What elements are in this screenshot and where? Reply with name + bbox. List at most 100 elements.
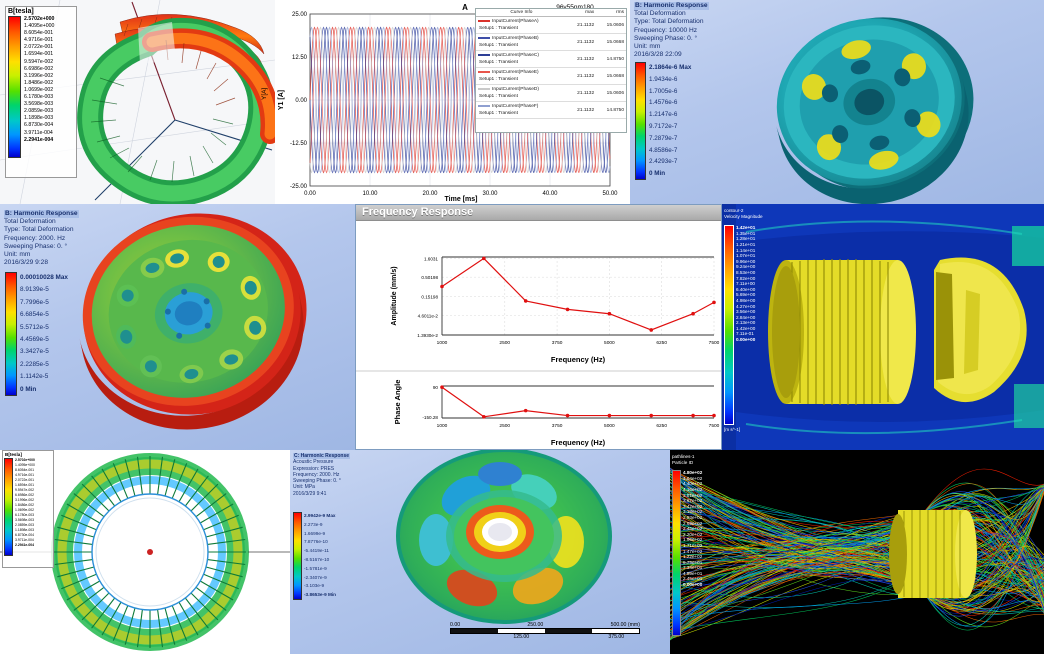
magnetic-3d-value-17: 2.2941e-004 (24, 136, 54, 143)
cfd-velocity-value-0: 1.42e+01 (736, 225, 756, 231)
magnetic-2d-legend-values: 2.5702e+000 1.4095e+000 8.6054e-001 4.9716e… (15, 458, 35, 556)
caption-line: Unit: MPa (293, 484, 315, 491)
phase-curve (441, 386, 714, 418)
transient-plot-legend: Curve Info max rms InputCurrent(PhaseA) Setu… (475, 8, 627, 133)
harmonic-10000-value-2: 1.7005e-6 (649, 87, 678, 95)
legend-rms-value: 14.8750 (596, 50, 626, 68)
harmonic-10000-value-6: 7.2879e-7 (649, 134, 678, 142)
svg-text:6250: 6250 (656, 423, 667, 429)
magnetic-3d-legend-values: 2.5702e+000 1.4095e+000 8.6054e-001 4.9716e… (24, 16, 54, 158)
caption-line: Sweeping Phase: 0. ° (293, 478, 341, 485)
panel-pathlines: pathlines-1 Particle ID 4.80e+02 4.64e+02… (670, 450, 1044, 654)
phase-y-label: Phase Angle (393, 380, 402, 425)
magnetic-2d-value-15: 6.8730e-004 (15, 533, 35, 537)
legend-row: InputCurrent(PhaseE) Setup1 : Transient 21… (476, 67, 626, 85)
pathlines-value-0: 4.80e+02 (683, 470, 703, 476)
cfd-velocity-value-19: 7.11e-01 (736, 331, 754, 337)
panel-magnetic-3d: Y[A] B[tesla] 2.5702e+000 1.4095e+000 8.60… (0, 0, 275, 204)
svg-text:1.6031: 1.6031 (424, 256, 438, 261)
transient-plot-x-label: Time [ms] (445, 196, 478, 203)
panel-transient-current-plot: A 96v55nm180 0.00 10.00 20.00 30.00 40.00 50.… (275, 0, 630, 204)
magnetic-3d-value-14: 1.1898e-003 (24, 115, 54, 122)
pathlines-value-16: 9.79e+01 (683, 559, 703, 565)
acoustic-legend: 2.9942e-9 Max 2.273e-9 1.6699e-9 7.8776e-10… (293, 512, 336, 600)
frequency-response-plots: 1.6031 0.50198 0.15198 4.6011e-2 1.3930e-2 10… (356, 221, 721, 449)
harmonic-10000-value-0: 2.1864e-6 Max (649, 64, 692, 71)
caption-line: Expression: PRES (293, 465, 335, 472)
magnetic-2d-value-10: 1.0699e-002 (15, 508, 35, 512)
svg-text:50.00: 50.00 (602, 191, 618, 197)
caption-line: Unit: mm (634, 43, 661, 51)
magnetic-3d-value-0: 2.5702e+000 (24, 16, 55, 22)
frequency-response-title-bar[interactable]: Frequency Response (356, 205, 721, 221)
svg-text:90: 90 (433, 385, 439, 390)
pathlines-colorbar (672, 470, 681, 637)
amplitude-data-point (440, 284, 444, 289)
magnetic-2d-value-5: 1.6594e-001 (15, 483, 35, 487)
phase-data-point (607, 413, 612, 418)
caption-line: Type: Total Deformation (4, 226, 74, 234)
magnetic-2d-value-17: 2.2941e-004 (15, 543, 35, 547)
cfd-velocity-value-16: 2.84e+00 (736, 314, 756, 320)
cfd-velocity-value-18: 1.42e+00 (736, 325, 756, 331)
amplitude-data-point (523, 299, 528, 303)
pathlines-value-15: 1.22e+02 (683, 554, 703, 560)
magnetic-2d-value-11: 6.1780e-003 (15, 513, 35, 517)
caption-line: Unit: mm (4, 251, 31, 259)
harmonic-10000-value-4: 1.2147e-6 (649, 111, 678, 119)
legend-rms-value: 15.0606 (596, 84, 626, 102)
acoustic-scale-q1: 125.00 (513, 634, 530, 640)
amplitude-x-label: Frequency (Hz) (551, 355, 606, 364)
pathlines-value-1: 4.64e+02 (683, 475, 703, 481)
svg-text:2500: 2500 (499, 340, 510, 346)
magnetic-2d-value-13: 2.0859e-003 (15, 523, 35, 527)
harmonic-10000-value-5: 9.7172e-7 (649, 122, 678, 130)
caption-title: B: Harmonic Response (4, 210, 79, 219)
magnetic-3d-value-2: 8.6054e-001 (24, 30, 54, 37)
transient-plot-title: A (462, 3, 468, 12)
pathlines-value-10: 2.45e+02 (683, 526, 703, 532)
harmonic-2000-value-0: 0.00010028 Max (20, 274, 68, 281)
pathlines-legend-values: 4.80e+02 4.64e+02 4.40e+02 4.16e+02 3.91e+02… (683, 470, 702, 636)
svg-text:3750: 3750 (552, 423, 563, 429)
magnetic-2d-value-14: 1.1898e-003 (15, 528, 35, 532)
svg-text:6250: 6250 (656, 340, 667, 346)
legend-curve-name: InputCurrent(PhaseB) Setup1 : Transient (476, 33, 567, 51)
amplitude-data-point (482, 256, 486, 261)
svg-text:40.00: 40.00 (542, 191, 558, 197)
transient-curve (309, 26, 611, 174)
magnetic-3d-value-11: 6.1780e-003 (24, 94, 54, 101)
pathlines-value-18: 4.89e+01 (683, 570, 703, 576)
svg-text:30.00: 30.00 (482, 191, 498, 197)
cfd-velocity-value-9: 7.82e+00 (736, 275, 756, 281)
pathlines-value-3: 4.16e+02 (683, 486, 703, 492)
magnetic-2d-colorbar (4, 458, 13, 556)
harmonic-10000-caption: B: Harmonic Response Total Deformation Typ… (634, 2, 709, 59)
harmonic-2000-value-7: 2.2285e-5 (20, 360, 49, 368)
acoustic-scale-q3: 375.00 (608, 634, 625, 640)
phase-data-point (440, 385, 444, 390)
pathlines-value-11: 2.20e+02 (683, 531, 703, 537)
svg-text:0.15198: 0.15198 (421, 294, 438, 299)
cfd-velocity-value-12: 5.69e+00 (736, 292, 756, 298)
svg-text:5000: 5000 (604, 340, 615, 346)
legend-row: InputCurrent(PhaseF) Setup1 : Transient 21… (476, 101, 626, 119)
amplitude-data-point (607, 311, 612, 316)
harmonic-2000-value-2: 7.7996e-5 (20, 298, 49, 306)
magnetic-2d-value-9: 1.8486e-002 (15, 503, 35, 507)
amplitude-data-point (649, 328, 654, 332)
harmonic-2000-value-3: 6.6854e-5 (20, 311, 49, 319)
magnetic-2d-value-6: 9.5947e-002 (15, 488, 35, 492)
harmonic-2000-legend: 0.00010028 Max 8.9139e-5 7.7996e-5 6.6854e-… (5, 272, 68, 396)
caption-title: B: Harmonic Response (634, 2, 709, 11)
cfd-velocity-value-1: 1.35e+01 (736, 230, 756, 236)
legend-curve-name: InputCurrent(PhaseA) Setup1 : Transient (476, 16, 567, 34)
legend-rms-value: 15.0668 (596, 33, 626, 51)
magnetic-2d-value-7: 6.6986e-002 (15, 493, 35, 497)
panel-harmonic-2000: B: Harmonic Response Total Deformation Typ… (0, 204, 355, 450)
svg-text:0.50198: 0.50198 (421, 275, 438, 280)
acoustic-value-2: 1.6699e-9 (304, 530, 326, 536)
acoustic-value-0: 2.9942e-9 Max (304, 513, 336, 518)
legend-rms-value: 15.0606 (596, 16, 626, 34)
amplitude-y-label: Amplitude (mm/s) (391, 266, 398, 325)
